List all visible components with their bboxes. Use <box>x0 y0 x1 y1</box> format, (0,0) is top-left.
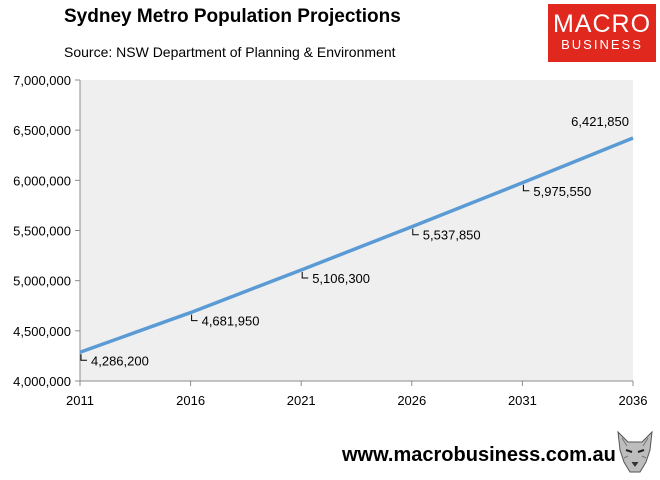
y-tick-label: 5,500,000 <box>13 224 71 239</box>
website-url: www.macrobusiness.com.au <box>342 444 616 466</box>
data-label: 5,106,300 <box>312 271 370 286</box>
x-tick-label: 2011 <box>66 393 94 408</box>
y-tick-label: 6,500,000 <box>13 123 71 138</box>
y-tick-label: 7,000,000 <box>13 73 71 88</box>
data-label: 4,681,950 <box>202 314 260 329</box>
x-tick-label: 2026 <box>397 393 426 408</box>
data-label-leader <box>412 228 419 236</box>
x-tick-label: 2036 <box>619 393 648 408</box>
y-tick-label: 4,500,000 <box>13 324 71 339</box>
x-tick-label: 2031 <box>508 393 537 408</box>
chart-subtitle: Source: NSW Department of Planning & Env… <box>64 44 396 60</box>
data-label-leader <box>522 184 530 192</box>
x-tick-label: 2021 <box>287 393 316 408</box>
x-tick-label: 2016 <box>176 393 205 408</box>
logo-line-1: MACRO <box>552 10 652 38</box>
macrobusiness-logo: MACRO BUSINESS <box>548 4 656 62</box>
series-line <box>79 136 634 354</box>
data-label: 4,286,200 <box>91 353 149 368</box>
data-label: 5,537,850 <box>423 228 481 243</box>
y-tick-label: 5,000,000 <box>13 274 71 289</box>
population-line-chart: 4,000,000 4,500,000 5,000,000 5,500,000 6,00… <box>13 73 648 408</box>
data-label-leader <box>191 314 198 322</box>
chart-title: Sydney Metro Population Projections <box>64 6 401 27</box>
data-label-leader <box>301 272 309 279</box>
y-tick-label: 6,000,000 <box>13 173 71 188</box>
plot-area <box>80 80 633 381</box>
y-tick-label: 4,000,000 <box>13 374 71 389</box>
data-label: 5,975,550 <box>533 184 591 199</box>
data-label-leader <box>80 354 87 361</box>
logo-line-2: BUSINESS <box>561 37 643 52</box>
data-label: 6,421,850 <box>571 114 629 129</box>
wolf-head-icon <box>617 430 653 473</box>
